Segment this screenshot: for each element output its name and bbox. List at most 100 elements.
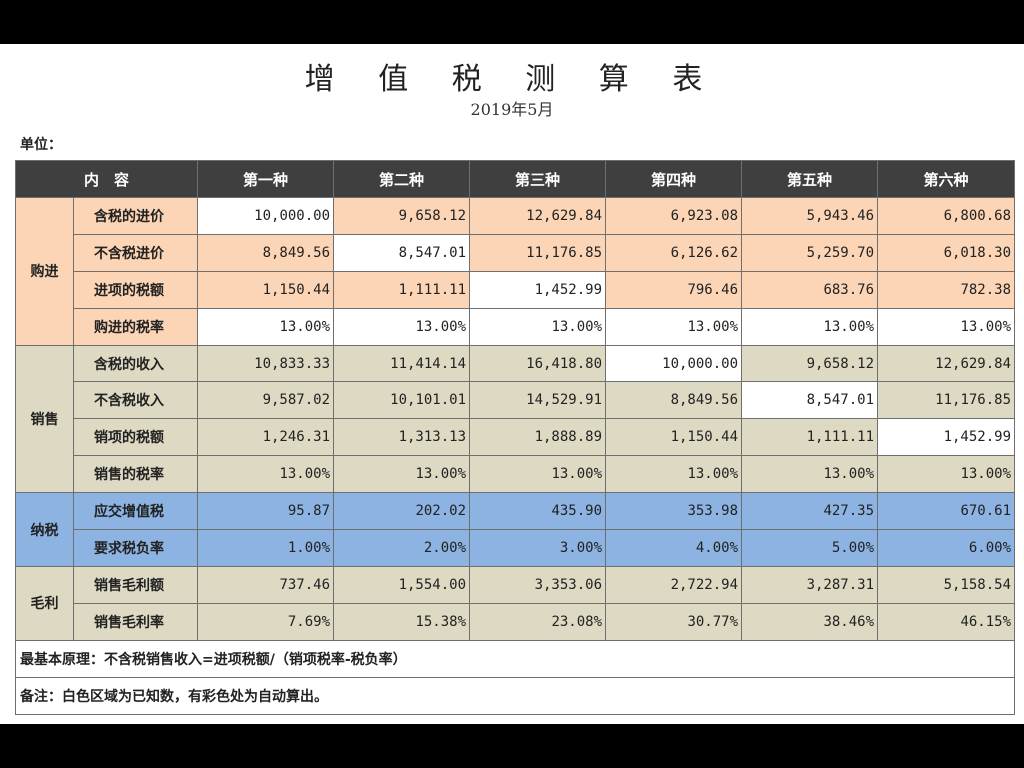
value-cell[interactable]: 10,000.00 (197, 197, 335, 235)
value-cell[interactable]: 8,849.56 (605, 381, 743, 420)
value-cell[interactable]: 6,018.30 (877, 233, 1016, 272)
header-type-1[interactable]: 第一种 (197, 160, 335, 198)
value-cell[interactable]: 7.69% (197, 602, 335, 641)
value-cell[interactable]: 6,800.68 (877, 197, 1016, 235)
value-cell[interactable]: 1,246.31 (197, 418, 335, 457)
row-label[interactable]: 要求税负率 (72, 529, 199, 567)
value-cell[interactable]: 13.00% (197, 455, 335, 494)
value-cell[interactable]: 5,158.54 (877, 565, 1016, 604)
value-cell[interactable]: 1,452.99 (469, 270, 607, 309)
value-cell[interactable]: 1,452.99 (877, 418, 1016, 457)
value-cell[interactable]: 1,150.44 (197, 270, 335, 309)
value-cell[interactable]: 2,722.94 (605, 565, 743, 604)
value-cell[interactable]: 1,313.13 (333, 418, 471, 457)
value-cell[interactable]: 796.46 (605, 270, 743, 309)
value-cell[interactable]: 8,547.01 (333, 233, 471, 272)
row-label[interactable]: 销售毛利率 (72, 602, 199, 641)
value-cell[interactable]: 12,629.84 (469, 197, 607, 235)
value-cell[interactable]: 23.08% (469, 602, 607, 641)
value-cell[interactable]: 13.00% (605, 455, 743, 494)
value-cell[interactable]: 435.90 (469, 492, 607, 531)
value-cell[interactable]: 6.00% (877, 529, 1016, 567)
value-cell[interactable]: 12,629.84 (877, 344, 1016, 383)
value-cell[interactable]: 1,150.44 (605, 418, 743, 457)
remark-note[interactable]: 备注：白色区域为已知数，有彩色处为自动算出。 (14, 676, 1016, 715)
row-label[interactable]: 不含税进价 (72, 233, 199, 272)
value-cell[interactable]: 11,414.14 (333, 344, 471, 383)
row-label[interactable]: 应交增值税 (72, 492, 199, 531)
value-cell[interactable]: 38.46% (741, 602, 879, 641)
value-cell[interactable]: 4.00% (605, 529, 743, 567)
value-cell[interactable]: 10,101.01 (333, 381, 471, 420)
row-label[interactable]: 不含税收入 (72, 381, 199, 420)
value-cell[interactable]: 353.98 (605, 492, 743, 531)
value-cell[interactable]: 95.87 (197, 492, 335, 531)
value-cell[interactable]: 6,126.62 (605, 233, 743, 272)
value-cell[interactable]: 14,529.91 (469, 381, 607, 420)
group-tax-label[interactable]: 纳税 (15, 492, 74, 567)
value-cell[interactable]: 782.38 (877, 270, 1016, 309)
header-type-3[interactable]: 第三种 (469, 160, 607, 198)
table-row: 纳税 应交增值税 95.87 202.02 435.90 353.98 427.35 670.… (15, 492, 1016, 567)
value-cell[interactable]: 13.00% (469, 455, 607, 494)
value-cell[interactable]: 9,658.12 (333, 197, 471, 235)
value-cell[interactable]: 16,418.80 (469, 344, 607, 383)
row-label[interactable]: 进项的税额 (72, 270, 199, 309)
value-cell[interactable]: 15.38% (333, 602, 471, 641)
value-cell[interactable]: 13.00% (877, 455, 1016, 494)
value-cell[interactable]: 9,658.12 (741, 344, 879, 383)
header-type-6[interactable]: 第六种 (877, 160, 1016, 198)
row-label[interactable]: 销售的税率 (72, 455, 199, 494)
value-cell[interactable]: 670.61 (877, 492, 1016, 531)
header-content[interactable]: 内 容 (14, 160, 199, 198)
header-row: 内 容 第一种 第二种 第三种 第四种 第五种 第六种 (14, 160, 1016, 198)
row-label[interactable]: 含税的进价 (72, 197, 199, 235)
value-cell[interactable]: 11,176.85 (877, 381, 1016, 420)
value-cell[interactable]: 10,833.33 (197, 344, 335, 383)
group-sales-label[interactable]: 销售 (15, 344, 74, 494)
row-label[interactable]: 购进的税率 (72, 307, 199, 346)
value-cell[interactable]: 13.00% (605, 307, 743, 346)
value-cell[interactable]: 202.02 (333, 492, 471, 531)
group-gross-profit-label[interactable]: 毛利 (15, 565, 74, 641)
value-cell[interactable]: 5.00% (741, 529, 879, 567)
value-cell[interactable]: 10,000.00 (605, 344, 743, 383)
group-purchase-label[interactable]: 购进 (15, 197, 74, 346)
row-label[interactable]: 销售毛利额 (72, 565, 199, 604)
value-cell[interactable]: 13.00% (741, 307, 879, 346)
value-cell[interactable]: 3,287.31 (741, 565, 879, 604)
row-label[interactable]: 含税的收入 (72, 344, 199, 383)
value-cell[interactable]: 1,554.00 (333, 565, 471, 604)
value-cell[interactable]: 1,111.11 (333, 270, 471, 309)
value-cell[interactable]: 13.00% (333, 455, 471, 494)
value-cell[interactable]: 13.00% (197, 307, 335, 346)
header-type-5[interactable]: 第五种 (741, 160, 879, 198)
value-cell[interactable]: 5,943.46 (741, 197, 879, 235)
value-cell[interactable]: 1.00% (197, 529, 335, 567)
value-cell[interactable]: 5,259.70 (741, 233, 879, 272)
value-cell[interactable]: 13.00% (741, 455, 879, 494)
value-cell[interactable]: 9,587.02 (197, 381, 335, 420)
value-cell[interactable]: 683.76 (741, 270, 879, 309)
table-row: 购进的税率 13.00% 13.00% 13.00% 13.00% 13.00% 13.00… (16, 307, 1016, 346)
value-cell[interactable]: 46.15% (877, 602, 1016, 641)
value-cell[interactable]: 8,849.56 (197, 233, 335, 272)
principle-note[interactable]: 最基本原理：不含税销售收入=进项税额/（销项税率-税负率） (14, 639, 1016, 678)
value-cell[interactable]: 13.00% (877, 307, 1016, 346)
row-label[interactable]: 销项的税额 (72, 418, 199, 457)
value-cell[interactable]: 1,111.11 (741, 418, 879, 457)
value-cell[interactable]: 737.46 (197, 565, 335, 604)
value-cell[interactable]: 427.35 (741, 492, 879, 531)
header-type-4[interactable]: 第四种 (605, 160, 743, 198)
value-cell[interactable]: 30.77% (605, 602, 743, 641)
value-cell[interactable]: 2.00% (333, 529, 471, 567)
value-cell[interactable]: 13.00% (469, 307, 607, 346)
value-cell[interactable]: 3.00% (469, 529, 607, 567)
value-cell[interactable]: 1,888.89 (469, 418, 607, 457)
value-cell[interactable]: 13.00% (333, 307, 471, 346)
value-cell[interactable]: 8,547.01 (741, 381, 879, 420)
value-cell[interactable]: 3,353.06 (469, 565, 607, 604)
value-cell[interactable]: 6,923.08 (605, 197, 743, 235)
value-cell[interactable]: 11,176.85 (469, 233, 607, 272)
header-type-2[interactable]: 第二种 (333, 160, 471, 198)
